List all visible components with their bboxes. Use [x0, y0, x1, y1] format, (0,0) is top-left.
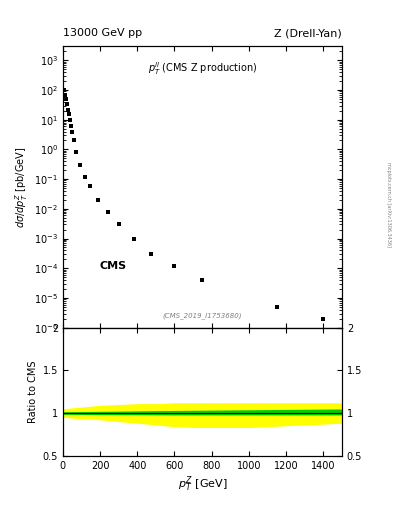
Text: mcplots.cern.ch [arXiv:1306.3436]: mcplots.cern.ch [arXiv:1306.3436] [386, 162, 391, 247]
Text: $p_T^{ll}$ (CMS Z production): $p_T^{ll}$ (CMS Z production) [148, 60, 257, 77]
Text: (CMS_2019_I1753680): (CMS_2019_I1753680) [163, 312, 242, 319]
Text: Z (Drell-Yan): Z (Drell-Yan) [274, 28, 342, 38]
X-axis label: $p_T^Z$ [GeV]: $p_T^Z$ [GeV] [178, 475, 227, 494]
Text: CMS: CMS [99, 261, 126, 271]
Y-axis label: Ratio to CMS: Ratio to CMS [28, 360, 39, 423]
Text: 13000 GeV pp: 13000 GeV pp [63, 28, 142, 38]
Y-axis label: $d\sigma/dp_T^Z$ [pb/GeV]: $d\sigma/dp_T^Z$ [pb/GeV] [13, 146, 29, 227]
